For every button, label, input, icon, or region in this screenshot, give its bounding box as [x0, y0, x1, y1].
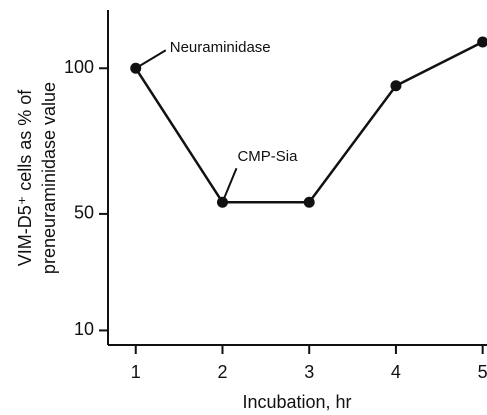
y-tick-label: 10 — [74, 319, 94, 339]
data-point — [390, 80, 402, 92]
data-line — [134, 40, 484, 204]
data-point — [477, 36, 487, 48]
x-tick-label: 4 — [391, 362, 401, 382]
x-tick-label: 3 — [304, 362, 314, 382]
x-tick-label: 1 — [131, 362, 141, 382]
annotation: Neuraminidase — [170, 39, 271, 56]
x-axis-label: Incubation, hr — [242, 392, 351, 412]
y-axis-label: VIM-D5⁺ cells as % of — [15, 89, 35, 267]
y-tick-label: 100 — [64, 57, 94, 77]
annotation: CMP-Sia — [237, 148, 298, 165]
data-point — [303, 196, 315, 208]
x-tick-label: 5 — [478, 362, 487, 382]
annotation-leader — [221, 167, 238, 203]
y-axis-label: preneuraminidase value — [39, 82, 59, 274]
y-tick-label: 50 — [74, 203, 94, 223]
annotation-leader — [135, 49, 167, 70]
x-tick-label: 2 — [217, 362, 227, 382]
